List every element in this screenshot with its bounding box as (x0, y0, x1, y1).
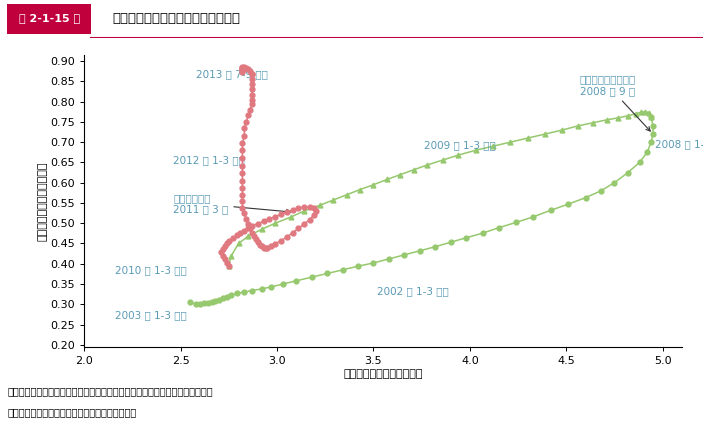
Text: 東日本大震災
2011 年 3 月: 東日本大震災 2011 年 3 月 (173, 193, 290, 214)
Text: リーマン・ショック
2008 年 9 月: リーマン・ショック 2008 年 9 月 (580, 74, 650, 131)
Text: 2003 年 1-3 月期: 2003 年 1-3 月期 (115, 310, 187, 321)
Text: 資料：財務省「法人企業統計季報」、経済産業省「海外現地法人四半期調査」: 資料：財務省「法人企業統計季報」、経済産業省「海外現地法人四半期調査」 (7, 386, 212, 396)
Y-axis label: （海外の設備投資、兆円）: （海外の設備投資、兆円） (38, 161, 48, 241)
Text: 2010 年 1-3 月期: 2010 年 1-3 月期 (115, 266, 187, 276)
Text: （注）設備投資額は後方４期移動平均にて算出。: （注）設備投資額は後方４期移動平均にて算出。 (7, 407, 136, 418)
Bar (7, 4, 91, 34)
Text: 2002 年 1-3 月期: 2002 年 1-3 月期 (378, 286, 449, 297)
Text: 国内外の設備投資の推移（製造業）: 国内外の設備投資の推移（製造業） (112, 12, 240, 25)
X-axis label: （国内の設備投資、兆円）: （国内の設備投資、兆円） (343, 369, 423, 379)
Text: 2008 年 1-3 月期: 2008 年 1-3 月期 (655, 139, 703, 149)
Text: 2009 年 1-3 月期: 2009 年 1-3 月期 (424, 140, 496, 151)
Text: 第 2-1-15 図: 第 2-1-15 図 (19, 13, 79, 23)
Text: 2013 年 7-9 月期: 2013 年 7-9 月期 (196, 69, 268, 79)
Text: 2012 年 1-3 月期: 2012 年 1-3 月期 (173, 155, 245, 165)
